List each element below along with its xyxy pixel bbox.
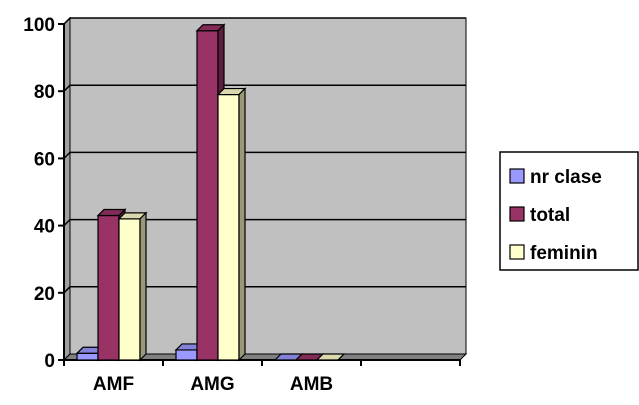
y-axis-tick-labels: 0 20 40 60 80 100 <box>23 15 55 372</box>
bar-front <box>217 93 240 361</box>
legend-label: total <box>530 205 570 226</box>
bar <box>315 353 346 361</box>
y-tick-label: 40 <box>34 217 55 238</box>
x-category-label: AMB <box>290 374 333 395</box>
legend-swatch <box>509 244 525 260</box>
gridline <box>63 84 466 92</box>
bar-side <box>238 87 246 362</box>
bar-front <box>97 214 120 361</box>
legend: nr clase total feminin <box>499 151 639 271</box>
bars <box>75 23 346 362</box>
legend-swatch <box>509 206 525 222</box>
y-tick-label: 80 <box>34 82 55 103</box>
bar <box>117 211 148 362</box>
bar-front <box>196 30 219 361</box>
gridline <box>63 286 466 294</box>
bar-front <box>76 352 99 361</box>
legend-label: nr clase <box>530 167 602 188</box>
bar <box>216 87 247 362</box>
x-category-label: AMG <box>190 374 234 395</box>
y-tick-label: 100 <box>23 15 55 36</box>
y-tick-label: 0 <box>44 351 55 372</box>
y-tick-label: 20 <box>34 284 55 305</box>
x-category-label: AMF <box>93 374 134 395</box>
legend-label: feminin <box>530 243 598 264</box>
gridline <box>63 17 466 25</box>
gridline <box>63 218 466 227</box>
gridline <box>63 151 466 159</box>
legend-item: total <box>509 205 570 226</box>
legend-item: feminin <box>509 243 598 264</box>
bar-front <box>118 218 141 361</box>
bar-side <box>337 353 345 361</box>
bar-side <box>139 211 147 362</box>
legend-swatch <box>509 168 525 184</box>
legend-item: nr clase <box>509 167 602 188</box>
x-axis-category-labels: AMF AMG AMB <box>93 374 333 395</box>
gridlines <box>63 17 466 294</box>
y-tick-label: 60 <box>34 149 55 170</box>
bar-front <box>175 349 198 361</box>
